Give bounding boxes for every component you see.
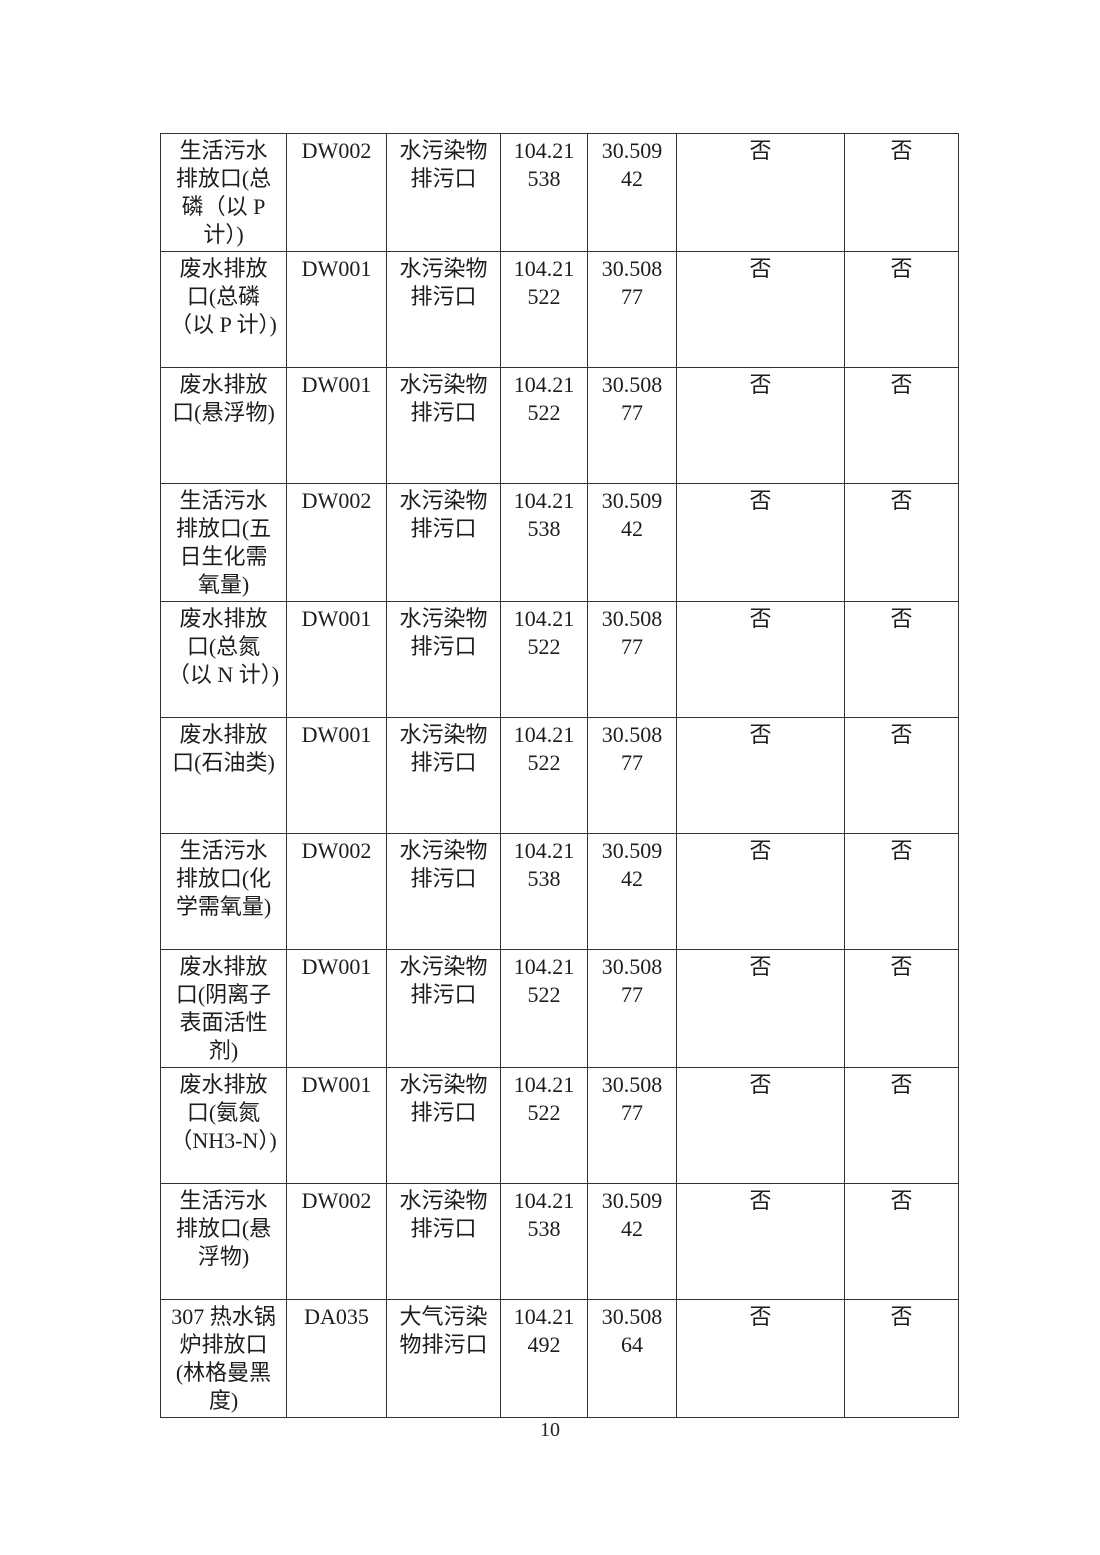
latitude-cell: 30.508 77 — [587, 367, 677, 484]
table-row: 废水排放 口(总氮 （以 N 计）) DW001 水污染物 排污口 104.21 52… — [160, 601, 959, 718]
flag-cell-1: 否 — [676, 1067, 845, 1184]
flag-cell-2: 否 — [844, 483, 959, 602]
longitude-cell: 104.21 538 — [500, 1183, 588, 1300]
flag-cell-1: 否 — [676, 1183, 845, 1300]
latitude-cell: 30.508 77 — [587, 601, 677, 718]
latitude-cell: 30.509 42 — [587, 483, 677, 602]
outlet-code-cell: DW001 — [286, 717, 387, 834]
longitude-cell: 104.21 522 — [500, 717, 588, 834]
latitude-cell: 30.508 77 — [587, 949, 677, 1068]
latitude-cell: 30.509 42 — [587, 833, 677, 950]
table-row: 废水排放 口(总磷 （以 P 计）) DW001 水污染物 排污口 104.21 52… — [160, 251, 959, 368]
outlet-name-cell: 废水排放 口(氨氮 （NH3-N）) — [160, 1067, 287, 1184]
latitude-cell: 30.508 77 — [587, 717, 677, 834]
flag-cell-2: 否 — [844, 949, 959, 1068]
outlet-code-cell: DW001 — [286, 367, 387, 484]
flag-cell-1: 否 — [676, 717, 845, 834]
latitude-cell: 30.508 77 — [587, 1067, 677, 1184]
outlet-type-cell: 水污染物 排污口 — [386, 949, 501, 1068]
flag-cell-1: 否 — [676, 367, 845, 484]
flag-cell-1: 否 — [676, 133, 845, 252]
longitude-cell: 104.21 522 — [500, 601, 588, 718]
outlet-type-cell: 水污染物 排污口 — [386, 367, 501, 484]
flag-cell-2: 否 — [844, 601, 959, 718]
outlet-code-cell: DA035 — [286, 1299, 387, 1418]
outlet-name-cell: 废水排放 口(悬浮物) — [160, 367, 287, 484]
latitude-cell: 30.508 77 — [587, 251, 677, 368]
outlet-name-cell: 生活污水 排放口(五 日生化需 氧量) — [160, 483, 287, 602]
outlet-name-cell: 生活污水 排放口(悬 浮物) — [160, 1183, 287, 1300]
flag-cell-2: 否 — [844, 833, 959, 950]
outlet-name-cell: 废水排放 口(阴离子 表面活性 剂) — [160, 949, 287, 1068]
table-row: 废水排放 口(氨氮 （NH3-N）) DW001 水污染物 排污口 104.21 52… — [160, 1067, 959, 1184]
outlet-code-cell: DW002 — [286, 483, 387, 602]
flag-cell-1: 否 — [676, 833, 845, 950]
longitude-cell: 104.21 522 — [500, 1067, 588, 1184]
table-row: 废水排放 口(阴离子 表面活性 剂) DW001 水污染物 排污口 104.21 52… — [160, 949, 959, 1068]
flag-cell-2: 否 — [844, 133, 959, 252]
outlet-type-cell: 水污染物 排污口 — [386, 601, 501, 718]
longitude-cell: 104.21 538 — [500, 133, 588, 252]
flag-cell-1: 否 — [676, 949, 845, 1068]
flag-cell-2: 否 — [844, 367, 959, 484]
flag-cell-2: 否 — [844, 251, 959, 368]
outlet-type-cell: 水污染物 排污口 — [386, 1183, 501, 1300]
outlet-code-cell: DW002 — [286, 133, 387, 252]
outlet-code-cell: DW002 — [286, 1183, 387, 1300]
page-number: 10 — [540, 1419, 560, 1441]
table-row: 废水排放 口(悬浮物) DW001 水污染物 排污口 104.21 522 30.508… — [160, 367, 959, 484]
flag-cell-1: 否 — [676, 483, 845, 602]
outlet-name-cell: 生活污水 排放口(化 学需氧量) — [160, 833, 287, 950]
outlet-code-cell: DW001 — [286, 251, 387, 368]
flag-cell-2: 否 — [844, 717, 959, 834]
table-row: 生活污水 排放口(总 磷（以 P 计）) DW002 水污染物 排污口 104.21 … — [160, 133, 959, 252]
outlet-type-cell: 水污染物 排污口 — [386, 833, 501, 950]
table-row: 生活污水 排放口(化 学需氧量) DW002 水污染物 排污口 104.21 538 3… — [160, 833, 959, 950]
outlet-type-cell: 水污染物 排污口 — [386, 717, 501, 834]
outlet-type-cell: 水污染物 排污口 — [386, 251, 501, 368]
outlet-code-cell: DW001 — [286, 1067, 387, 1184]
outlet-code-cell: DW002 — [286, 833, 387, 950]
flag-cell-2: 否 — [844, 1067, 959, 1184]
flag-cell-1: 否 — [676, 1299, 845, 1418]
outlet-name-cell: 生活污水 排放口(总 磷（以 P 计）) — [160, 133, 287, 252]
table-row: 生活污水 排放口(五 日生化需 氧量) DW002 水污染物 排污口 104.21 5… — [160, 483, 959, 602]
flag-cell-1: 否 — [676, 601, 845, 718]
table-row: 废水排放 口(石油类) DW001 水污染物 排污口 104.21 522 30.508… — [160, 717, 959, 834]
table-row: 307 热水锅 炉排放口 (林格曼黑 度) DA035 大气污染 物排污口 104.2… — [160, 1299, 959, 1418]
longitude-cell: 104.21 492 — [500, 1299, 588, 1418]
latitude-cell: 30.509 42 — [587, 133, 677, 252]
longitude-cell: 104.21 522 — [500, 949, 588, 1068]
longitude-cell: 104.21 538 — [500, 483, 588, 602]
flag-cell-2: 否 — [844, 1183, 959, 1300]
outlet-type-cell: 水污染物 排污口 — [386, 1067, 501, 1184]
table-body: 生活污水 排放口(总 磷（以 P 计）) DW002 水污染物 排污口 104.21 … — [160, 133, 959, 1418]
table-row: 生活污水 排放口(悬 浮物) DW002 水污染物 排污口 104.21 538 30.… — [160, 1183, 959, 1300]
flag-cell-1: 否 — [676, 251, 845, 368]
outlet-code-cell: DW001 — [286, 949, 387, 1068]
outlet-type-cell: 大气污染 物排污口 — [386, 1299, 501, 1418]
outlet-name-cell: 废水排放 口(石油类) — [160, 717, 287, 834]
outlet-name-cell: 307 热水锅 炉排放口 (林格曼黑 度) — [160, 1299, 287, 1418]
longitude-cell: 104.21 522 — [500, 251, 588, 368]
latitude-cell: 30.509 42 — [587, 1183, 677, 1300]
outlet-name-cell: 废水排放 口(总磷 （以 P 计）) — [160, 251, 287, 368]
longitude-cell: 104.21 538 — [500, 833, 588, 950]
flag-cell-2: 否 — [844, 1299, 959, 1418]
latitude-cell: 30.508 64 — [587, 1299, 677, 1418]
outlet-name-cell: 废水排放 口(总氮 （以 N 计）) — [160, 601, 287, 718]
discharge-outlet-table: 生活污水 排放口(总 磷（以 P 计）) DW002 水污染物 排污口 104.21 … — [160, 133, 959, 1418]
outlet-type-cell: 水污染物 排污口 — [386, 133, 501, 252]
longitude-cell: 104.21 522 — [500, 367, 588, 484]
outlet-type-cell: 水污染物 排污口 — [386, 483, 501, 602]
outlet-code-cell: DW001 — [286, 601, 387, 718]
